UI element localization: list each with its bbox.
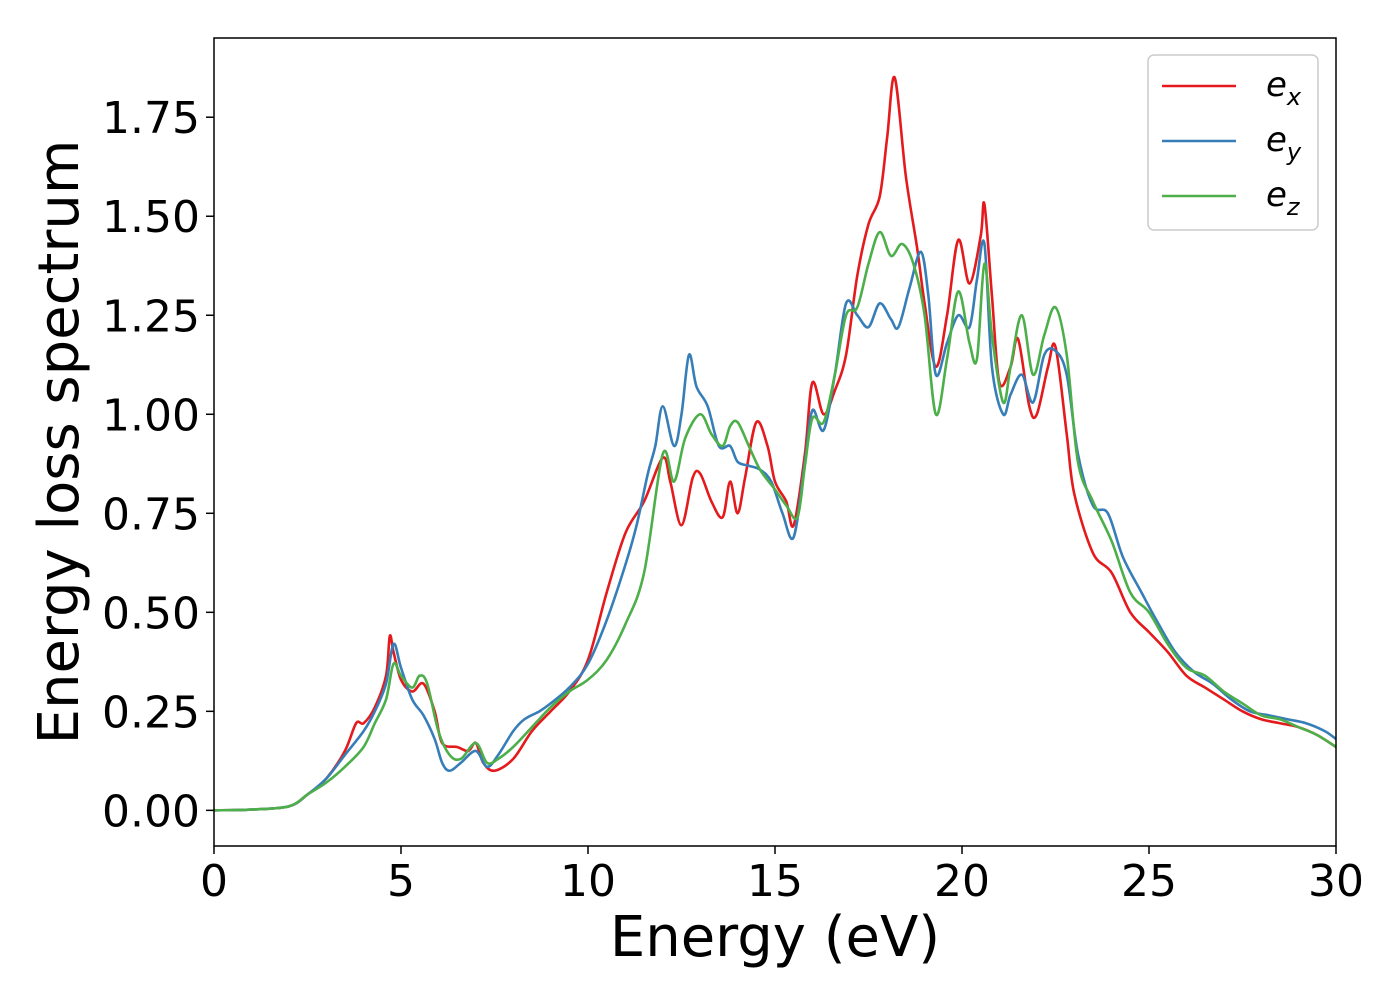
x-tick-label: 25 xyxy=(1121,856,1177,907)
x-axis-label: Energy (eV) xyxy=(610,905,940,970)
series-line-e-z xyxy=(214,230,1336,812)
y-tick-label: 0.75 xyxy=(102,489,200,540)
legend-label-subscript: x xyxy=(1286,83,1302,111)
legend-label: ez xyxy=(1266,175,1301,221)
y-axis-label: Energy loss spectrum xyxy=(27,140,92,745)
legend-label-base: e xyxy=(1266,65,1287,105)
y-tick-label: 0.25 xyxy=(102,687,200,738)
x-tick-label: 5 xyxy=(387,856,415,907)
x-tick-label: 20 xyxy=(934,856,990,907)
legend-label-subscript: z xyxy=(1286,193,1301,221)
y-tick-label: 1.25 xyxy=(102,291,200,342)
y-tick-label: 1.50 xyxy=(102,192,200,243)
legend-box xyxy=(1147,54,1319,231)
x-tick-label: 30 xyxy=(1308,856,1364,907)
legend-label-base: e xyxy=(1266,175,1287,215)
y-tick-label: 1.00 xyxy=(102,390,200,441)
legend-label: ey xyxy=(1266,120,1302,166)
series-layer xyxy=(214,75,1336,812)
y-tick-label: 0.50 xyxy=(102,588,200,639)
legend-label: ex xyxy=(1266,65,1302,111)
y-tick-label: 1.75 xyxy=(102,93,200,144)
x-tick-label: 10 xyxy=(560,856,616,907)
x-tick-label: 15 xyxy=(747,856,803,907)
y-axis: 0.00 0.25 0.50 0.75 1.00 1.25 1.50 1.75 xyxy=(102,93,214,837)
series-line-e-y xyxy=(214,239,1336,812)
legend-label-subscript: y xyxy=(1286,138,1302,166)
x-axis: 0 5 10 15 20 25 30 xyxy=(200,846,1364,907)
legend-label-base: e xyxy=(1266,120,1287,160)
y-tick-label: 0.00 xyxy=(102,786,200,837)
x-tick-label: 0 xyxy=(200,856,228,907)
